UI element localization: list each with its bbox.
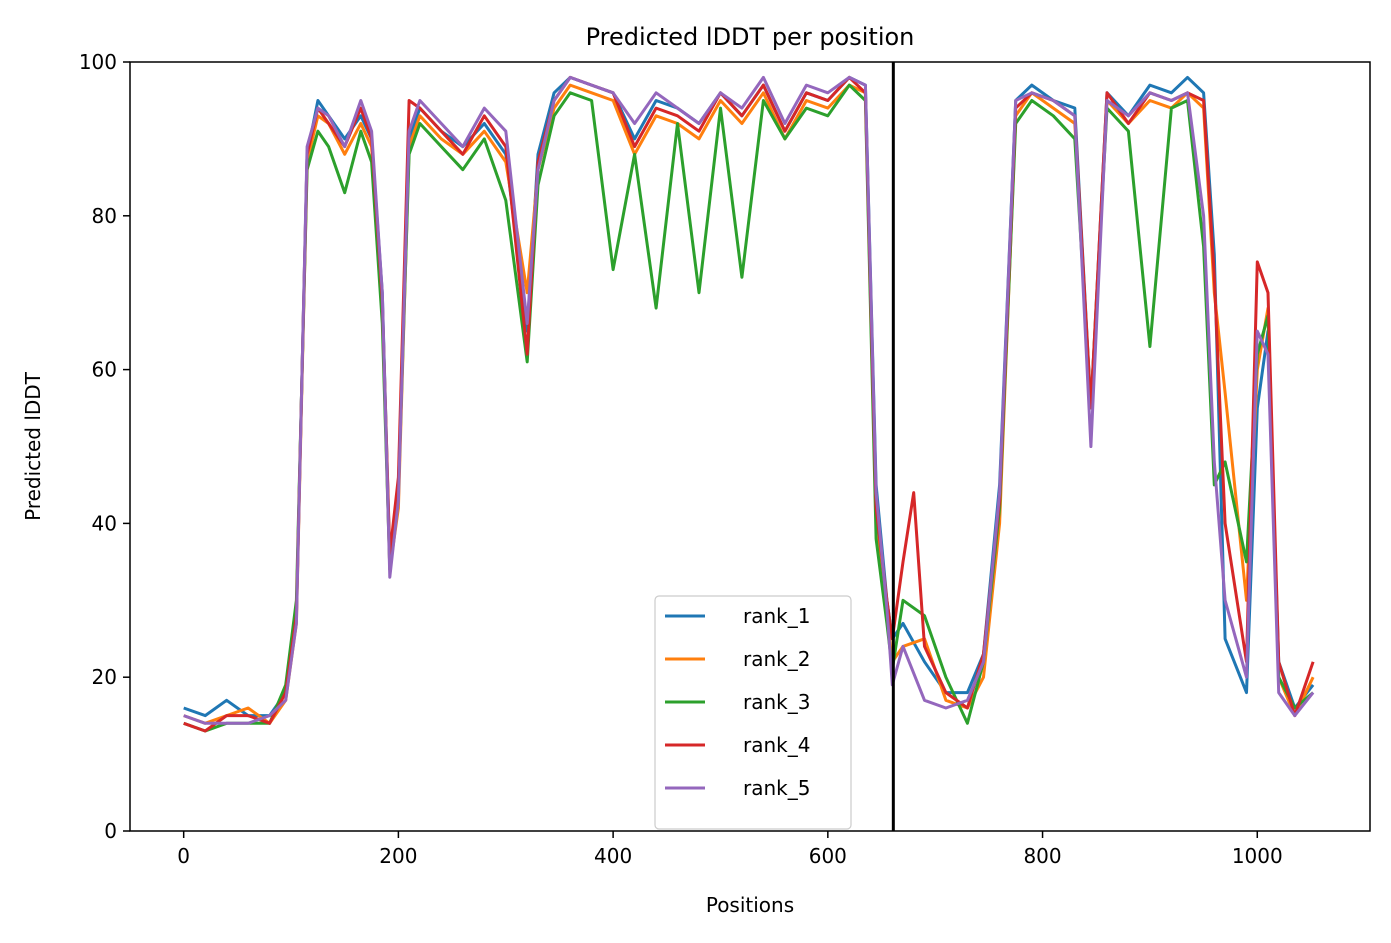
y-axis: 0 20 40 60 80 100	[79, 50, 130, 843]
series-line-rank-3	[183, 83, 1315, 733]
y-tick-label: 100	[79, 50, 117, 74]
legend-label: rank_3	[743, 690, 810, 714]
legend-label: rank_4	[743, 733, 810, 757]
x-tick-label: 600	[809, 844, 847, 868]
y-tick-label: 0	[104, 819, 117, 843]
plot-frame	[129, 61, 1371, 832]
x-tick-label: 800	[1023, 844, 1061, 868]
y-tick-label: 40	[92, 511, 117, 535]
chart-title: Predicted lDDT per position	[586, 23, 915, 51]
series-line-rank-2	[183, 83, 1315, 725]
series-layer	[183, 75, 1315, 733]
x-tick-label: 400	[594, 844, 632, 868]
legend-label: rank_1	[743, 604, 810, 628]
legend-label: rank_2	[743, 647, 810, 671]
x-axis-label: Positions	[706, 893, 794, 917]
y-tick-label: 60	[92, 358, 117, 382]
y-axis-label: Predicted lDDT	[21, 371, 45, 521]
y-tick-label: 20	[92, 665, 117, 689]
legend: rank_1 rank_2 rank_3 rank_4 rank_5	[654, 595, 852, 830]
y-tick-label: 80	[92, 204, 117, 228]
x-tick-label: 0	[177, 844, 190, 868]
x-tick-label: 200	[379, 844, 417, 868]
x-tick-label: 1000	[1232, 844, 1283, 868]
legend-box	[654, 595, 852, 830]
series-line-rank-5	[183, 75, 1315, 725]
x-axis: 0 200 400 600 800 1000	[177, 831, 1283, 868]
legend-label: rank_5	[743, 776, 810, 800]
series-line-rank-4	[183, 75, 1315, 733]
